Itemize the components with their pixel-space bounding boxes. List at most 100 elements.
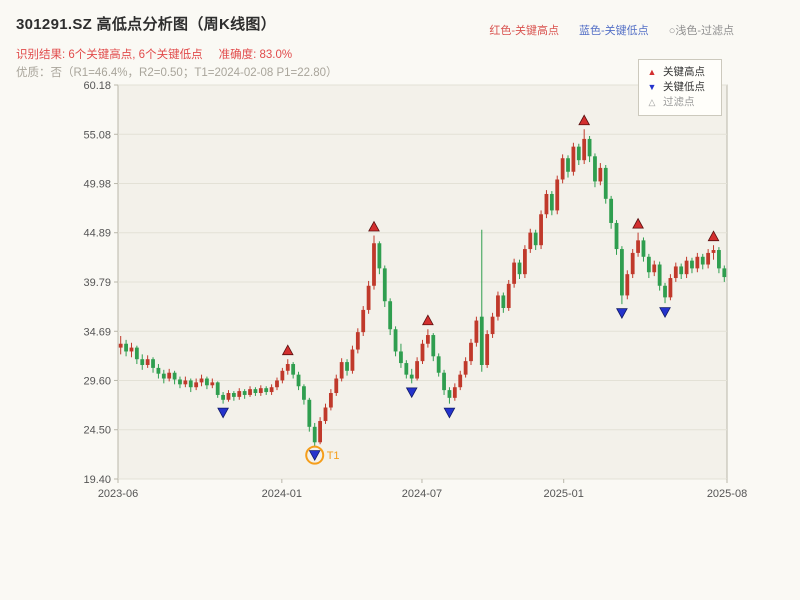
candle-body (576, 146, 581, 161)
y-tick-label: 60.18 (83, 80, 111, 92)
candle-body (366, 285, 371, 310)
candle-body (231, 393, 236, 397)
candle-body (393, 329, 398, 352)
candle-body (388, 301, 393, 330)
filter-triangle-icon: △ (648, 97, 656, 107)
candle-body (382, 268, 387, 302)
candle-body (679, 266, 684, 275)
recognition-result-text: 识别结果: 6个关键高点, 6个关键低点 (16, 49, 203, 61)
candle-body (539, 214, 543, 246)
y-tick-label: 24.50 (83, 425, 111, 437)
candle-body (479, 316, 484, 365)
candle-body (598, 167, 603, 182)
candle-body (517, 262, 522, 275)
candle-body (172, 372, 177, 380)
candle-body (630, 252, 635, 275)
candle-body (205, 378, 209, 386)
key-low-marker (217, 407, 229, 419)
candle-body (188, 380, 193, 388)
candle-body (695, 256, 700, 269)
candle-body (717, 250, 721, 269)
t1-label: T1 (327, 450, 340, 462)
candle-body (485, 334, 490, 365)
candle-body (582, 138, 587, 161)
candle-body (641, 240, 646, 257)
candle-body (323, 407, 328, 422)
candle-body (587, 138, 592, 157)
candle-body (355, 332, 360, 350)
candle-body (145, 359, 150, 365)
candle-body (711, 250, 716, 253)
candle-body (425, 335, 430, 344)
legend-row-key-low: ▼ 关键低点 (647, 80, 713, 95)
candle-body (506, 283, 511, 308)
candle-body (264, 388, 269, 393)
candle-body (178, 379, 182, 385)
candle-body (269, 387, 274, 393)
top-legend-key-high: 红色-关键高点 (489, 25, 560, 37)
candle-body (700, 256, 705, 265)
legend-row-filter: △ 过滤点 (647, 95, 713, 110)
candle-body (199, 378, 204, 383)
x-tick-label: 2025-01 (544, 488, 584, 500)
candle-body (706, 252, 711, 265)
key-low-marker (308, 450, 321, 461)
quality-line: 优质：否（R1=46.4%，R2=0.50；T1=2024-02-08 P1=2… (16, 67, 338, 79)
candle-body (377, 243, 382, 269)
candle-body (291, 364, 296, 375)
candle-body (409, 374, 414, 379)
candle-body (151, 359, 155, 368)
candle-body (560, 158, 565, 180)
candle-body (124, 343, 128, 352)
key-low-marker (405, 387, 418, 399)
candle-body (458, 374, 463, 388)
key-high-triangle-icon: ▲ (647, 67, 657, 77)
x-tick-label: 2025-08 (707, 488, 747, 500)
candle-body (668, 278, 673, 298)
candle-body (652, 264, 657, 273)
y-tick-label: 49.98 (83, 179, 111, 191)
candle-body (512, 262, 517, 284)
candle-body (722, 268, 727, 278)
candle-body (285, 364, 290, 371)
candle-body (237, 391, 242, 397)
candle-body (420, 343, 425, 362)
recognition-result-line: 识别结果: 6个关键高点, 6个关键低点 准确度: 83.0% (16, 46, 292, 62)
candle-body (436, 356, 441, 373)
candle-body (490, 316, 495, 335)
key-high-marker (707, 230, 720, 242)
key-low-marker (659, 307, 671, 318)
candle-body (242, 391, 247, 395)
candle-body (673, 266, 678, 279)
x-tick-label: 2024-07 (402, 488, 442, 500)
key-high-marker (281, 344, 294, 356)
page-title: 301291.SZ 高低点分析图（周K线图） (16, 16, 276, 33)
candle-body (533, 232, 538, 246)
candle-body (609, 198, 614, 223)
top-legend: 红色-关键高点 蓝色-关键低点 ○浅色-过滤点 (489, 22, 734, 38)
y-tick-label: 29.60 (83, 375, 111, 387)
candle-body (544, 193, 549, 215)
candle-body (663, 285, 667, 298)
candle-body (215, 382, 220, 395)
candle-body (447, 390, 452, 398)
candle-body (452, 387, 457, 398)
candle-body (312, 426, 317, 443)
candle-body (253, 389, 258, 394)
candle-body (614, 222, 619, 250)
candle-body (690, 260, 694, 269)
x-tick-label: 2024-01 (262, 488, 302, 500)
candle-body (684, 260, 689, 275)
candle-body (350, 349, 355, 371)
candle-body (307, 399, 312, 427)
chart-legend-box: ▲ 关键高点 ▼ 关键低点 △ 过滤点 (638, 59, 722, 116)
candle-body (404, 363, 409, 375)
candle-body (129, 347, 134, 352)
candle-body (603, 167, 608, 199)
top-legend-filter: ○浅色-过滤点 (668, 25, 734, 37)
legend-filter-label: 过滤点 (663, 96, 695, 108)
key-high-marker (368, 220, 380, 232)
candle-body (248, 389, 252, 395)
